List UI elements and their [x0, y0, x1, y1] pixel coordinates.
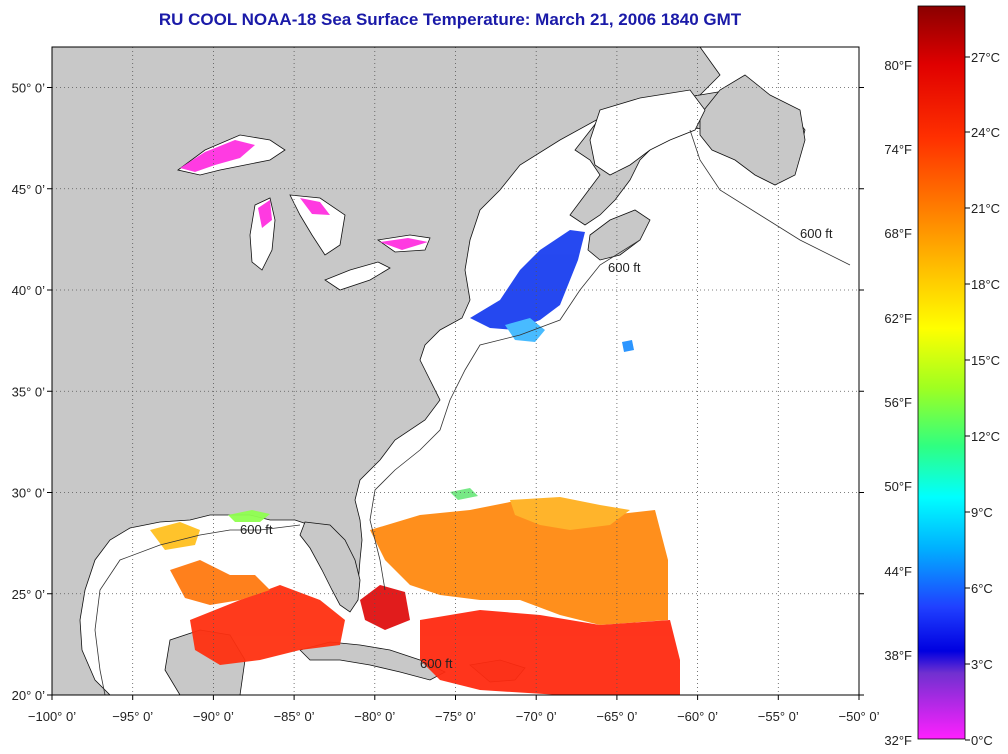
colorbar-f-label: 32°F — [884, 733, 912, 748]
sst-straits-red — [360, 585, 410, 630]
longitude-label: −50° 0’ — [839, 709, 880, 724]
colorbar-f-label: 68°F — [884, 226, 912, 241]
depth-contour-600ft — [94, 129, 851, 695]
sst-gulf-coast-yellow — [150, 522, 200, 550]
sst-lake-michigan — [258, 200, 272, 228]
longitude-label: −75° 0’ — [435, 709, 476, 724]
land-north-america — [52, 47, 721, 695]
longitude-label: −100° 0’ — [28, 709, 76, 724]
latitude-label: 30° 0’ — [12, 486, 46, 501]
latitude-axis: 20° 0’ 25° 0’ 30° 0’ 35° 0’ 40° 0’ 45° 0’ 50° … — [12, 81, 864, 703]
colorbar-c-label: 15°C — [971, 353, 1000, 368]
sst-caribbean-red — [420, 610, 680, 695]
latitude-label: 40° 0’ — [12, 283, 46, 298]
longitude-label: −95° 0’ — [112, 709, 153, 724]
colorbar-c-label: 12°C — [971, 429, 1000, 444]
longitude-label: −60° 0’ — [677, 709, 718, 724]
longitude-label: −70° 0’ — [516, 709, 557, 724]
longitude-axis: −100° 0’ −95° 0’ −90° 0’ −85° 0’ −80° 0’ −75°… — [28, 695, 880, 724]
colorbar-f-label: 80°F — [884, 58, 912, 73]
colorbar-f-label: 56°F — [884, 395, 912, 410]
sst-lake-huron — [300, 198, 330, 215]
sst-lake-superior — [180, 140, 255, 172]
colorbar — [917, 5, 966, 740]
colorbar-f-label: 44°F — [884, 564, 912, 579]
colorbar-c-label: 3°C — [971, 657, 993, 672]
contour-label: 600 ft — [800, 226, 833, 241]
colorbar-f-label: 74°F — [884, 142, 912, 157]
colorbar-c-label: 21°C — [971, 201, 1000, 216]
latitude-label: 20° 0’ — [12, 688, 46, 703]
colorbar-c-label: 0°C — [971, 733, 993, 748]
longitude-label: −80° 0’ — [354, 709, 395, 724]
colorbar-f-label: 50°F — [884, 479, 912, 494]
latitude-label: 50° 0’ — [12, 81, 46, 96]
colorbar-c-label: 9°C — [971, 505, 993, 520]
colorbar-c-label: 18°C — [971, 277, 1000, 292]
latitude-label: 35° 0’ — [12, 384, 46, 399]
graticule — [52, 47, 859, 695]
colorbar-c-label: 24°C — [971, 125, 1000, 140]
sst-lake-ontario — [380, 238, 428, 250]
colorbar-f-label: 38°F — [884, 648, 912, 663]
map-title: RU COOL NOAA-18 Sea Surface Temperature:… — [158, 10, 742, 29]
sst-gulfstream-green — [450, 488, 478, 500]
lake-huron — [289, 194, 346, 256]
latitude-label: 45° 0’ — [12, 182, 46, 197]
sst-isolated-blue — [622, 340, 634, 352]
colorbar-c-label: 27°C — [971, 50, 1000, 65]
contour-label: 600 ft — [240, 522, 273, 537]
contour-label: 600 ft — [608, 260, 641, 275]
sst-gulf-coast-green — [228, 510, 270, 522]
longitude-label: −90° 0’ — [193, 709, 234, 724]
latitude-label: 25° 0’ — [12, 587, 46, 602]
colorbar-c-label: 6°C — [971, 581, 993, 596]
longitude-label: −65° 0’ — [596, 709, 637, 724]
sst-gulf-maine-cold — [470, 230, 585, 330]
longitude-label: −85° 0’ — [274, 709, 315, 724]
sst-gulf-red — [190, 585, 345, 665]
sst-sargasso-yellow — [510, 497, 630, 530]
colorbar-celsius-labels: 27°C 24°C 21°C 18°C 15°C 12°C 9°C 6°C 3°C 0°C — [965, 50, 1000, 748]
land-florida — [299, 521, 361, 613]
contour-label: 600 ft — [420, 656, 453, 671]
gulf-st-lawrence — [589, 89, 706, 176]
colorbar-f-label: 62°F — [884, 311, 912, 326]
longitude-label: −55° 0’ — [758, 709, 799, 724]
colorbar-fahrenheit-labels: 80°F 74°F 68°F 62°F 56°F 50°F 44°F 38°F 32°F — [884, 58, 912, 748]
land-newfoundland — [699, 74, 806, 186]
